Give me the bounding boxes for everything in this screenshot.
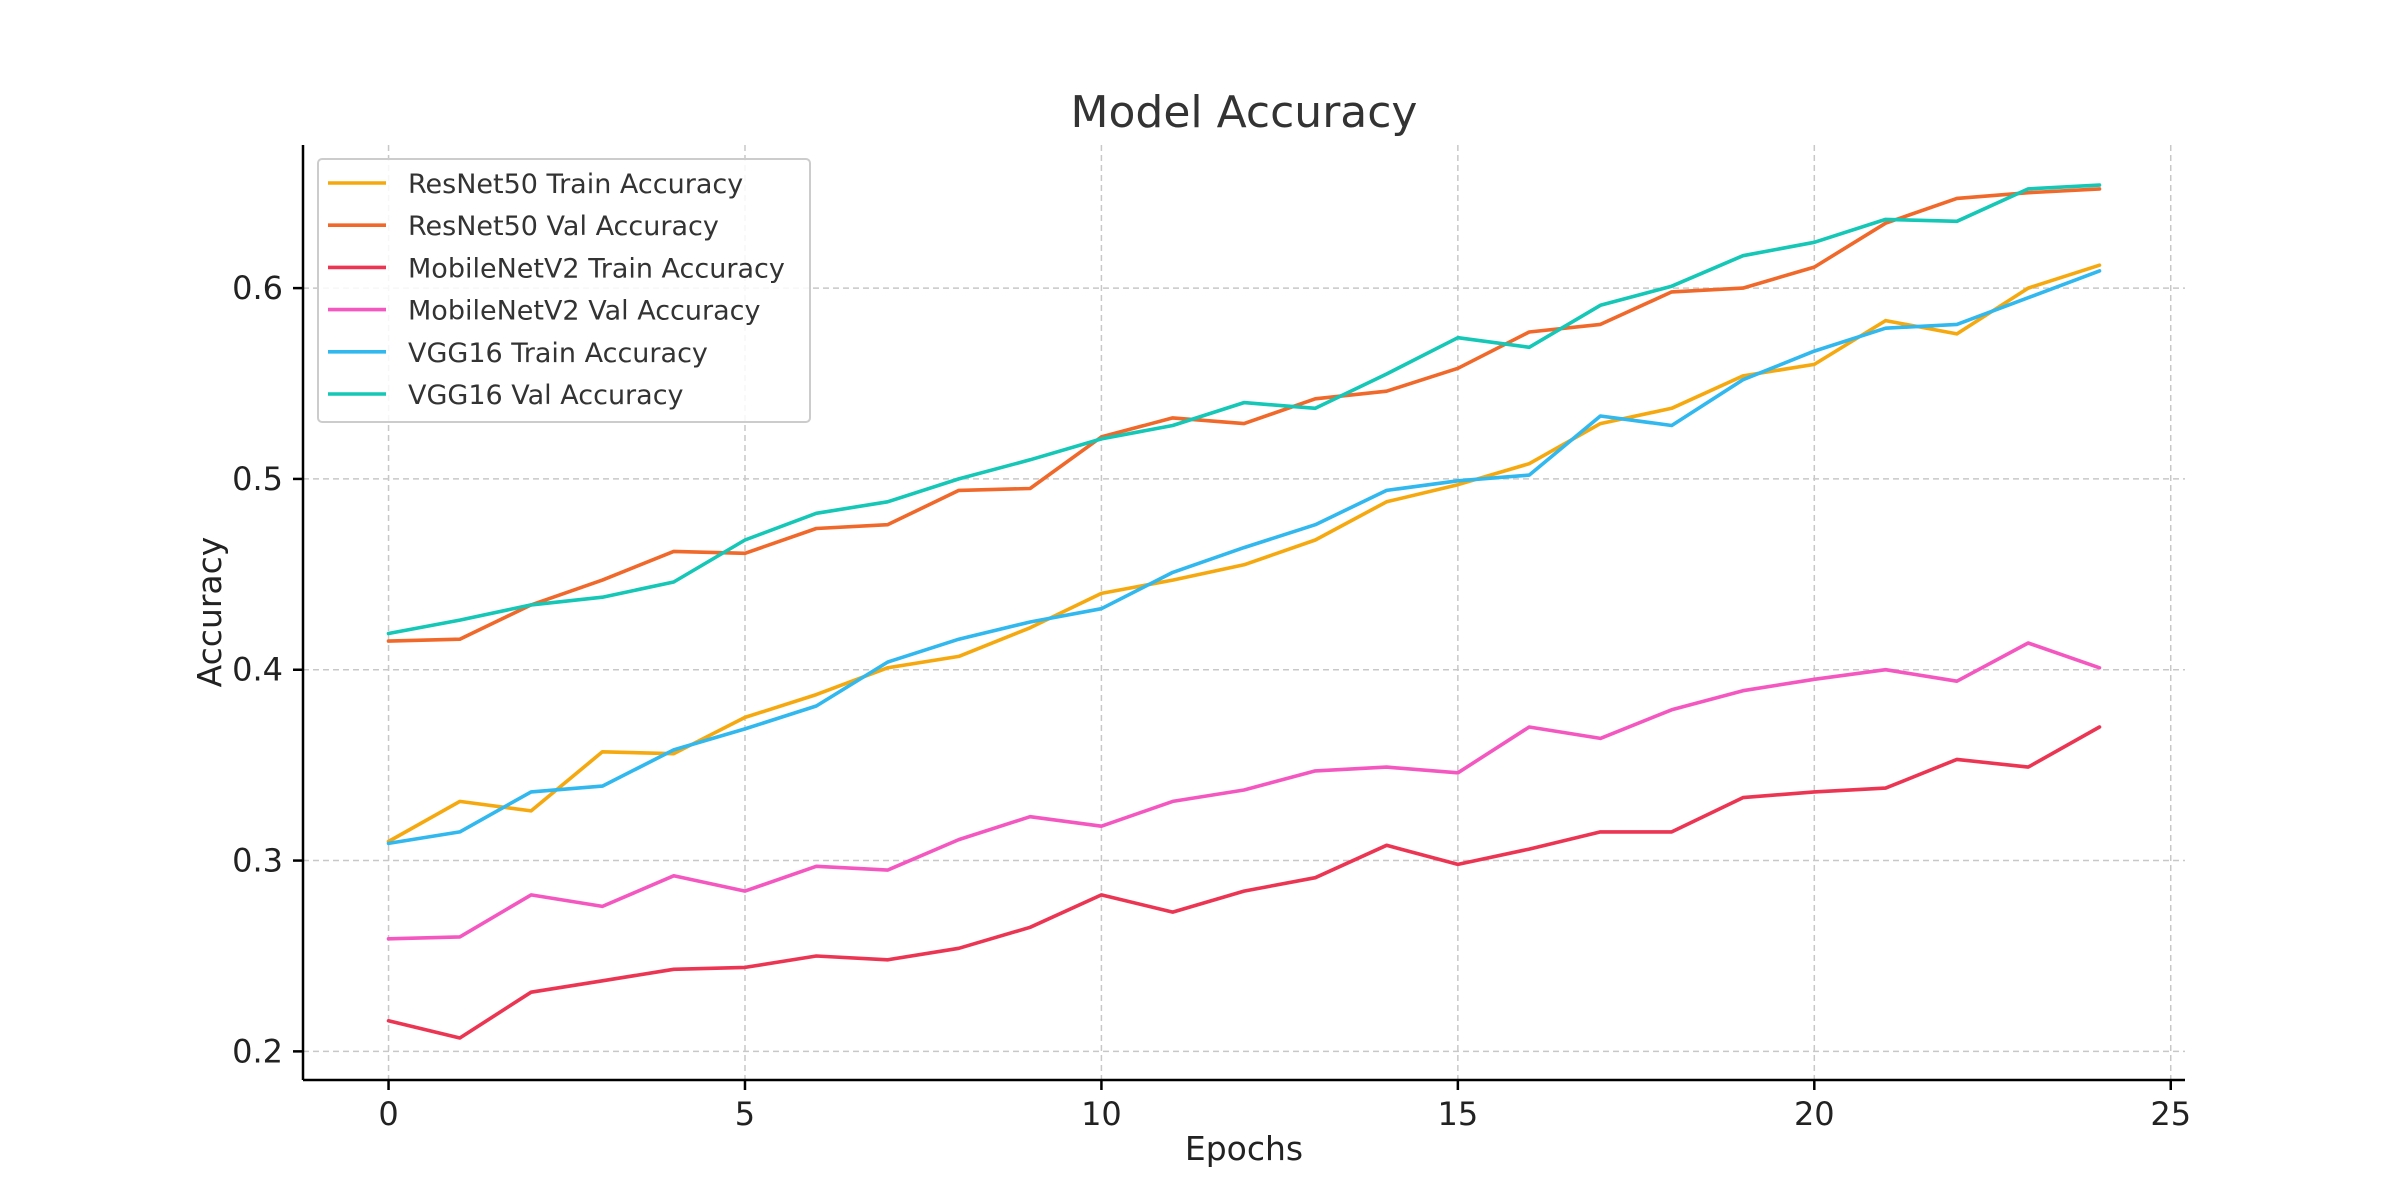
axes-layer <box>301 145 2185 1082</box>
legend-frame <box>317 158 811 423</box>
series-line-mobilenetv2-train-accuracy <box>386 725 2102 1040</box>
y-tick-label: 0.2 <box>232 1032 283 1070</box>
legend-label-resnet50-train-accuracy: ResNet50 Train Accuracy <box>408 169 743 200</box>
series-line-vgg16-train-accuracy <box>386 269 2102 846</box>
legend: ResNet50 Train Accuracy ResNet50 Val Accu… <box>317 158 811 423</box>
x-tick-label: 0 <box>378 1095 398 1133</box>
legend-entries: ResNet50 Train Accuracy ResNet50 Val Accu… <box>328 169 785 411</box>
x-tick-label: 15 <box>1438 1095 1479 1133</box>
x-tick-label: 20 <box>1794 1095 1835 1133</box>
legend-label-vgg16-val-accuracy: VGG16 Val Accuracy <box>408 380 684 411</box>
y-tick-label: 0.3 <box>232 842 283 880</box>
legend-label-mobilenetv2-val-accuracy: MobileNetV2 Val Accuracy <box>408 296 760 327</box>
legend-label-mobilenetv2-train-accuracy: MobileNetV2 Train Accuracy <box>408 253 785 284</box>
chart-title: Model Accuracy <box>1071 87 1418 138</box>
series-line-vgg16-val-accuracy <box>386 183 2102 636</box>
y-tick-label: 0.5 <box>232 460 283 498</box>
series-layer <box>386 183 2102 1040</box>
x-tick-label: 25 <box>2150 1095 2191 1133</box>
y-tick-label: 0.6 <box>232 269 283 307</box>
x-tick-label: 5 <box>735 1095 755 1133</box>
y-axis-label: Accuracy <box>190 537 229 688</box>
legend-label-vgg16-train-accuracy: VGG16 Train Accuracy <box>408 338 708 369</box>
ticks-layer: 0 5 10 15 20 25 0.2 0.3 0.4 0.5 0.6 <box>232 269 2191 1133</box>
grid-layer <box>303 145 2185 1080</box>
series-line-resnet50-train-accuracy <box>386 263 2102 844</box>
series-line-mobilenetv2-val-accuracy <box>386 641 2102 941</box>
x-tick-label: 10 <box>1081 1095 1122 1133</box>
x-axis-label: Epochs <box>1185 1129 1303 1168</box>
series-line-resnet50-val-accuracy <box>386 187 2102 643</box>
y-tick-label: 0.4 <box>232 651 283 689</box>
legend-label-resnet50-val-accuracy: ResNet50 Val Accuracy <box>408 211 719 242</box>
